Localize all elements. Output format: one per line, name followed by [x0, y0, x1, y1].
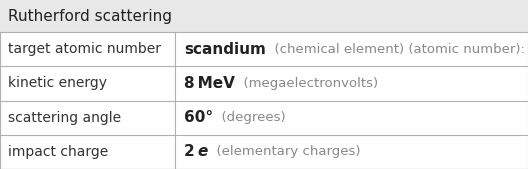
Text: e: e [198, 144, 208, 159]
Text: kinetic energy: kinetic energy [8, 76, 107, 90]
Text: impact charge: impact charge [8, 145, 108, 159]
Text: target atomic number: target atomic number [8, 42, 161, 56]
Text: (chemical element) (atomic number):: (chemical element) (atomic number): [266, 43, 528, 56]
Text: Rutherford scattering: Rutherford scattering [8, 8, 172, 23]
Text: 60°: 60° [184, 110, 213, 125]
Text: 8 MeV: 8 MeV [184, 76, 235, 91]
Text: (elementary charges): (elementary charges) [208, 145, 361, 158]
Text: (megaelectronvolts): (megaelectronvolts) [235, 77, 378, 90]
Bar [0, 0, 528, 32]
Text: scandium: scandium [184, 42, 266, 57]
Text: (degrees): (degrees) [213, 111, 286, 124]
Text: 2: 2 [184, 144, 198, 159]
Text: scattering angle: scattering angle [8, 111, 121, 125]
